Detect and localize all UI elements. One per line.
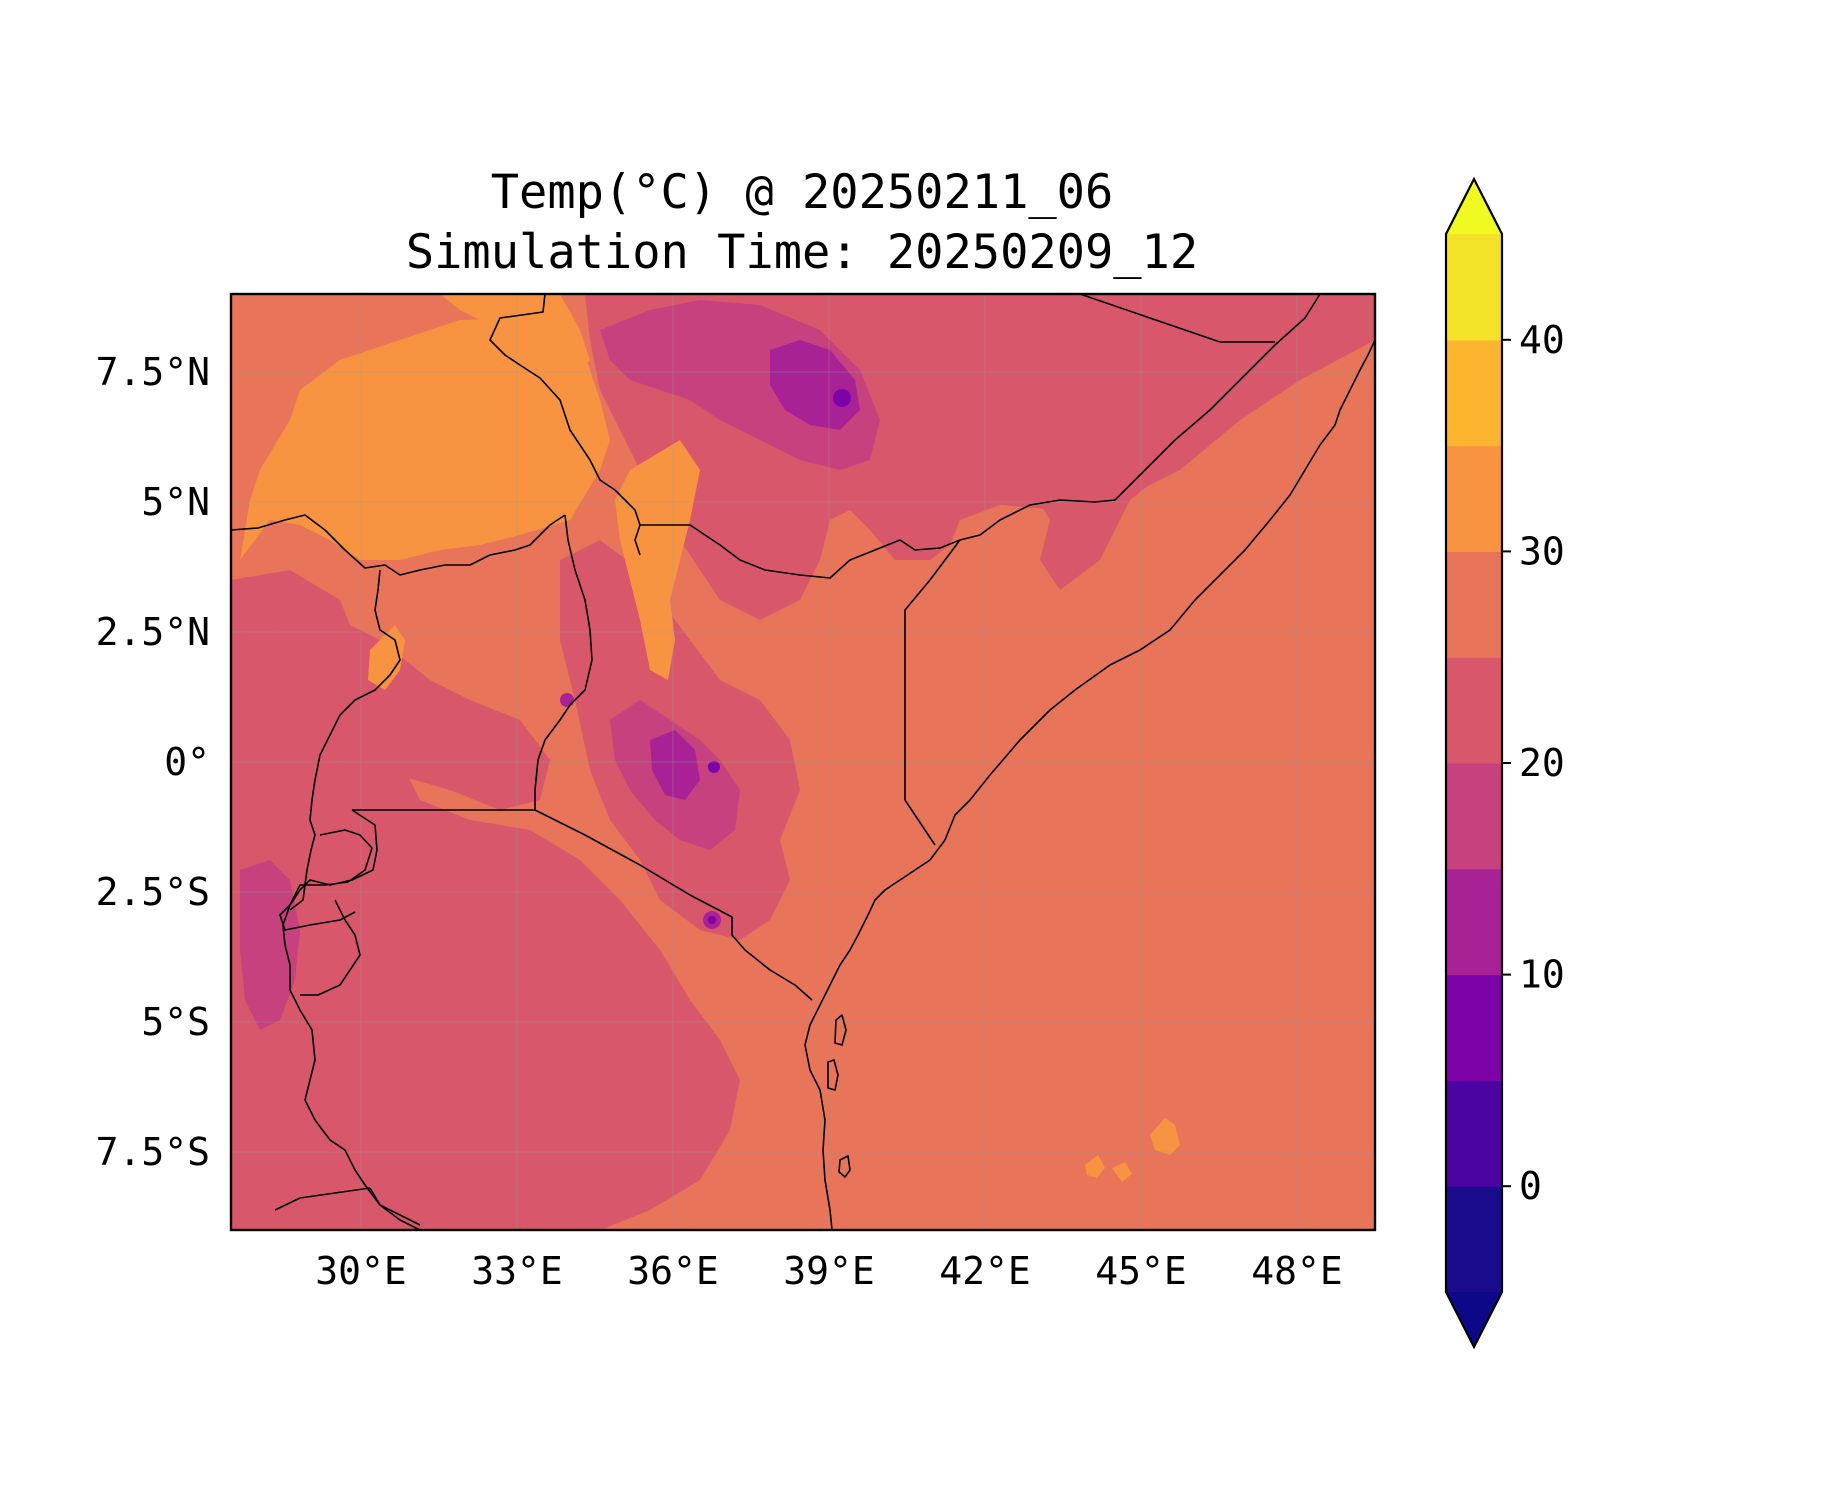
field-region-20-25-uganda-west: [231, 610, 550, 810]
border-malawi: [369, 1187, 421, 1226]
y-tick-label: 2.5°S: [96, 870, 210, 914]
x-tick-label: 42°E: [939, 1249, 1031, 1293]
x-tick-label: 48°E: [1251, 1249, 1343, 1293]
border-rwanda: [279, 829, 373, 931]
x-axis-ticks: 30°E 33°E 36°E 39°E 42°E 45°E 48°E: [315, 1249, 1343, 1293]
coastline-somalia: [804, 339, 1375, 1230]
island-pemba: [827, 1059, 839, 1091]
island-zanzibar: [834, 1014, 847, 1046]
field-region-15-20-west: [240, 860, 300, 1030]
border-burundi-tz: [300, 899, 361, 996]
colorbar-tick-label: 20: [1519, 741, 1565, 785]
y-axis-ticks: 7.5°N 5°N 2.5°N 0° 2.5°S 5°S 7.5°S: [96, 350, 210, 1174]
border-south-sudan-ethiopia: [489, 294, 641, 556]
y-tick-label: 5°N: [141, 480, 210, 524]
map-frame: [229, 292, 1377, 1232]
colorbar-segment: [1446, 974, 1502, 1081]
colorbar-tick-label: 40: [1519, 318, 1565, 362]
field-spot-30-35-ocean-2: [1085, 1155, 1105, 1178]
border-zambia: [274, 1187, 371, 1211]
y-tick-label: 7.5°S: [96, 1130, 210, 1174]
y-tick-label: 2.5°N: [96, 610, 210, 654]
title-line-1: Temp(°C) @ 20250211_06: [491, 165, 1114, 220]
x-tick-label: 45°E: [1095, 1249, 1187, 1293]
colorbar-segment: [1446, 1080, 1502, 1187]
country-borders: [231, 294, 1375, 1230]
colorbar-segment: [1446, 551, 1502, 658]
colorbar-segment: [1446, 339, 1502, 447]
field-region-5-10-kenya: [708, 761, 720, 773]
field-region-15-20-ethiopia: [600, 300, 880, 470]
field-region-10-15-ethiopia: [770, 340, 860, 430]
colorbar-segment: [1446, 1186, 1502, 1293]
colorbar-tick-label: 30: [1519, 529, 1565, 573]
x-tick-label: 39°E: [783, 1249, 875, 1293]
colorbar-extend-max: [1446, 179, 1502, 234]
x-tick-label: 33°E: [471, 1249, 563, 1293]
field-region-20-25-east-ethiopia: [990, 294, 1375, 590]
border-uganda-kenya: [534, 514, 593, 810]
gridlines: [231, 294, 1375, 1230]
field-region-30-35-sudan: [240, 318, 610, 560]
colorbar-segment: [1446, 234, 1502, 341]
border-ethiopia-kenya: [640, 499, 1116, 579]
field-region-30-35-turkana: [615, 440, 700, 680]
field-region-10-15-elgon: [560, 693, 574, 707]
border-somaliland: [1079, 294, 1275, 343]
border-kenya-tanzania: [534, 809, 813, 1001]
colorbar-extend-min: [1446, 1292, 1502, 1347]
island-mafia: [838, 1155, 851, 1178]
colorbar-segment: [1446, 445, 1502, 552]
border-sudan-south: [231, 514, 566, 576]
colorbar-segment: [1446, 868, 1502, 976]
colorbar-segment: [1446, 763, 1502, 870]
x-tick-label: 36°E: [627, 1249, 719, 1293]
border-kenya-somalia: [904, 539, 961, 846]
field-spot-30-35-ocean-1: [1150, 1118, 1180, 1155]
colorbar-outline: [1444, 176, 1504, 1350]
x-tick-label: 30°E: [315, 1249, 407, 1293]
colorbar: 0 10 20 30 40: [1444, 176, 1565, 1350]
field-spot-30-35-ocean-3: [1112, 1162, 1132, 1182]
border-somalia-ethiopia: [1114, 294, 1321, 501]
colorbar-tick-label: 10: [1519, 953, 1565, 997]
field-region-5-10-kilimanjaro: [708, 916, 716, 924]
temperature-map: [231, 294, 1375, 1230]
border-uganda-west: [289, 569, 401, 911]
title-line-2: Simulation Time: 20250209_12: [406, 225, 1198, 280]
field-region-30-35-top: [440, 294, 590, 380]
field-region-5-10-ethiopia: [833, 389, 851, 407]
y-tick-label: 7.5°N: [96, 350, 210, 394]
field-region-10-15-kenya: [650, 730, 700, 800]
colorbar-segment: [1446, 657, 1502, 764]
y-tick-label: 0°: [164, 740, 210, 784]
y-tick-label: 5°S: [141, 1000, 210, 1044]
colorbar-tick-label: 0: [1519, 1164, 1542, 1208]
